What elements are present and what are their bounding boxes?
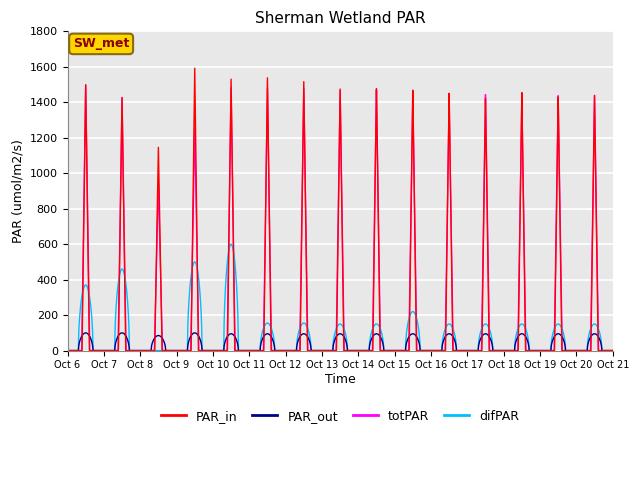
PAR_in [607, 348, 614, 353]
difPAR [63, 348, 71, 353]
PAR_out [415, 341, 423, 347]
difPAR [268, 326, 275, 332]
Title: Sherman Wetland PAR: Sherman Wetland PAR [255, 11, 426, 26]
Line: PAR_out: PAR_out [67, 333, 612, 350]
X-axis label: Time: Time [324, 373, 355, 386]
Legend: PAR_in, PAR_out, totPAR, difPAR: PAR_in, PAR_out, totPAR, difPAR [156, 405, 524, 428]
totPAR [609, 348, 616, 353]
PAR_out [82, 330, 90, 336]
PAR_out [607, 348, 614, 353]
difPAR [607, 348, 614, 353]
PAR_out [180, 348, 188, 353]
difPAR [227, 241, 235, 247]
Line: difPAR: difPAR [67, 244, 612, 350]
PAR_out [175, 348, 182, 353]
PAR_out [609, 348, 616, 353]
difPAR [609, 348, 616, 353]
Line: totPAR: totPAR [67, 85, 612, 350]
Text: SW_met: SW_met [73, 37, 129, 50]
PAR_in [63, 348, 71, 353]
totPAR [180, 348, 188, 353]
totPAR [493, 348, 500, 353]
totPAR [82, 82, 90, 88]
totPAR [175, 348, 182, 353]
PAR_in [180, 348, 188, 353]
PAR_out [268, 335, 275, 340]
totPAR [63, 348, 71, 353]
PAR_out [63, 348, 71, 353]
difPAR [180, 348, 188, 353]
Y-axis label: PAR (umol/m2/s): PAR (umol/m2/s) [11, 139, 24, 243]
PAR_in [175, 348, 182, 353]
totPAR [415, 348, 423, 353]
PAR_in [415, 348, 423, 353]
PAR_in [191, 65, 198, 71]
difPAR [493, 348, 500, 353]
totPAR [607, 348, 614, 353]
difPAR [415, 332, 423, 338]
PAR_in [493, 348, 500, 353]
Line: PAR_in: PAR_in [67, 68, 612, 350]
totPAR [268, 348, 275, 353]
PAR_in [268, 348, 275, 353]
difPAR [175, 348, 182, 353]
PAR_in [609, 348, 616, 353]
PAR_out [493, 348, 500, 353]
